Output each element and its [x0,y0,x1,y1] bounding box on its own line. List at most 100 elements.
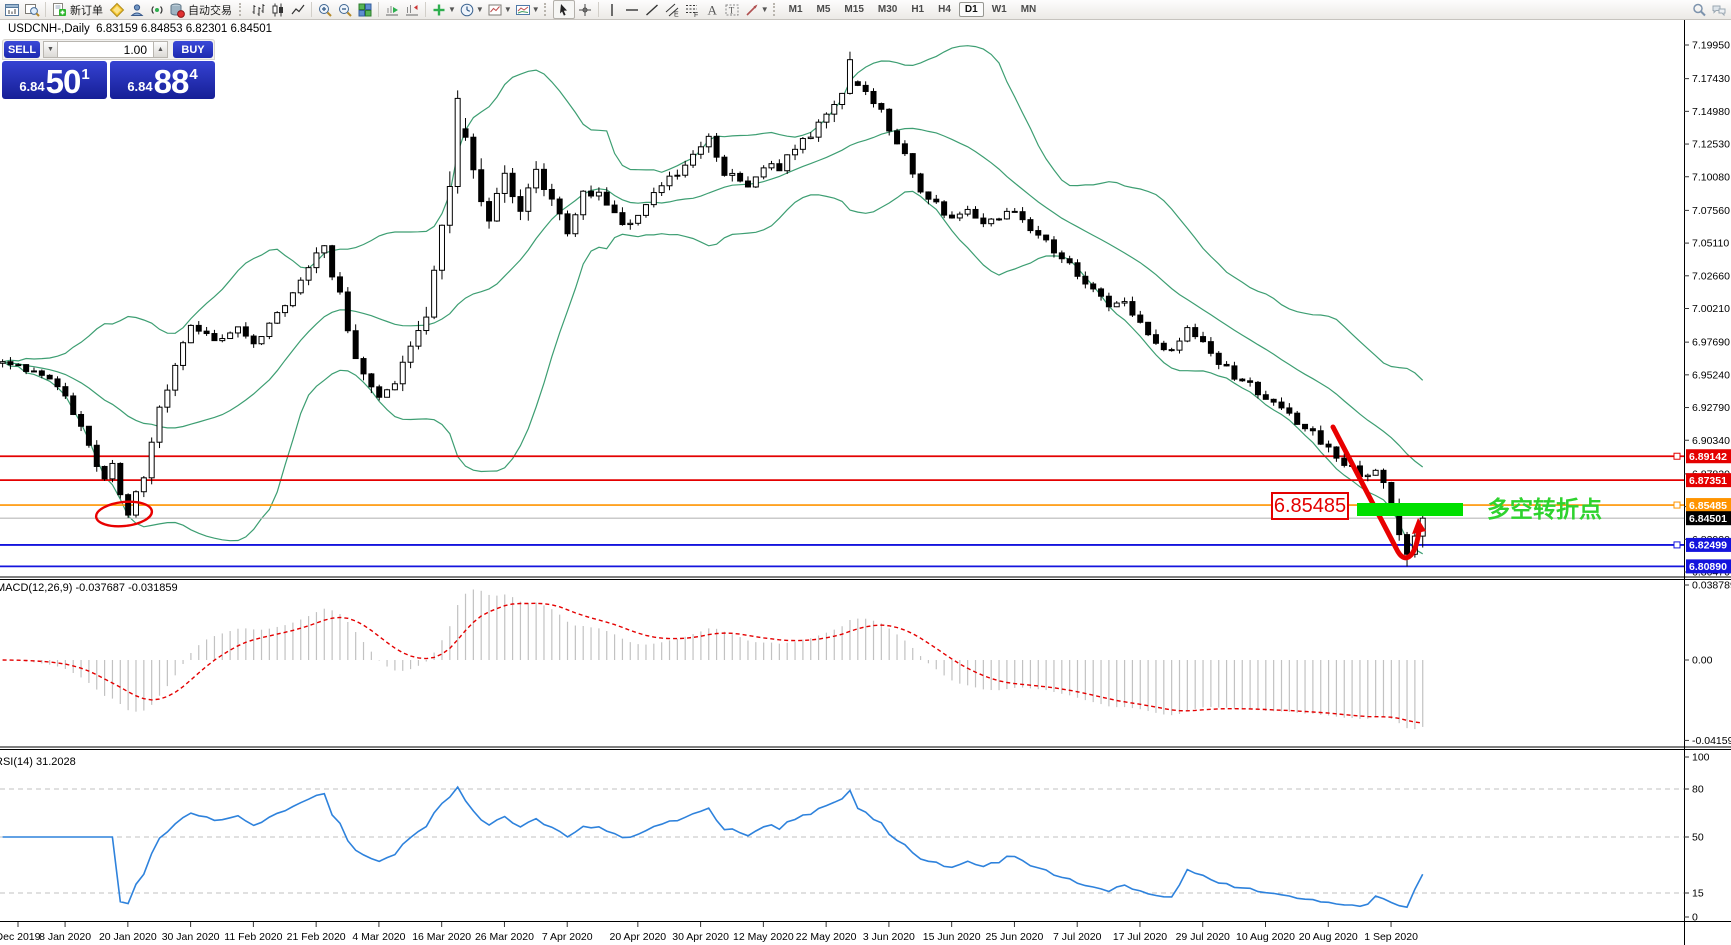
navigator-icon[interactable] [127,1,147,18]
dropdown-caret-icon[interactable]: ▼ [475,5,484,14]
date-axis-label: 4 Mar 2020 [352,931,405,943]
volume-input[interactable]: 1.00 [58,41,153,58]
date-axis-label: 7 Jul 2020 [1053,931,1102,943]
buy-price-sup: 4 [189,66,198,83]
indicators-add-icon[interactable] [429,1,449,18]
templates-icon[interactable] [485,1,505,18]
price-tick-label: 7.05110 [1692,238,1729,250]
svg-text:6.82499: 6.82499 [1689,540,1727,552]
vertical-line-icon[interactable] [602,1,622,18]
trendline-icon[interactable] [642,1,662,18]
text-label-icon[interactable]: T [722,1,742,18]
buy-price-small: 6.84 [127,79,153,94]
sell-button[interactable]: SELL [4,41,40,58]
sell-price-small: 6.84 [19,79,45,94]
chart-title: USDCNH-,Daily 6.83159 6.84853 6.82301 6.… [8,23,272,35]
profiles-icon[interactable] [22,1,42,18]
svg-text:T: T [728,5,734,15]
timeframe-button-h1[interactable]: H1 [911,4,925,15]
search-icon[interactable] [1689,1,1709,18]
chart-shift-icon[interactable] [402,1,422,18]
toolbar-grip [772,3,779,16]
volume-down-button[interactable]: ▼ [43,41,58,58]
main-price-pane [0,45,1684,568]
signals-icon[interactable] [147,1,167,18]
price-tick-label: 6.97690 [1692,337,1730,349]
macd-axis-label: 0.00 [1692,655,1713,667]
candlestick-chart-icon[interactable] [268,1,288,18]
bar-chart-icon[interactable] [248,1,268,18]
line-anchor-marker [1673,501,1681,509]
crosshair-icon[interactable] [575,1,595,18]
tile-windows-icon[interactable] [355,1,375,18]
price-badge: 6.89142 [1686,449,1731,464]
channel-icon[interactable]: E [662,1,682,18]
date-axis-label: 25 Jun 2020 [986,931,1044,943]
price-tick-label: 7.17430 [1692,73,1730,85]
rsi-axis-label: 100 [1692,752,1710,764]
timeframe-button-mn[interactable]: MN [1020,4,1037,15]
dropdown-caret-icon[interactable]: ▼ [448,5,456,14]
indicator-windows-icon[interactable] [513,1,533,18]
date-axis-label: 30 Jan 2020 [162,931,220,943]
date-axis-label: Dec 2019 [0,931,41,943]
svg-text:6.85485: 6.85485 [1689,500,1727,512]
rsi-axis-label: 0 [1692,912,1698,924]
toolbar-separator [311,2,312,17]
chart-window-icon[interactable] [2,1,22,18]
date-axis-label: 3 Jun 2020 [863,931,915,943]
sell-price-big: 50 [45,63,82,100]
date-axis-label: 26 Mar 2020 [475,931,534,943]
timeframe-button-h4[interactable]: H4 [938,4,951,15]
price-badge: 6.80890 [1686,559,1731,574]
buy-button[interactable]: BUY [173,41,213,58]
fibonacci-icon[interactable]: F [682,1,702,18]
price-tick-label: 7.12530 [1692,139,1730,151]
support-price-label: 6.85485 [1271,492,1349,520]
timeframe-button-w1[interactable]: W1 [991,4,1007,15]
price-tick-label: 7.02660 [1692,270,1730,282]
buy-price-display[interactable]: 6.84 88 4 [110,61,215,99]
timeframe-button-m5[interactable]: M5 [816,4,831,15]
shapes-icon[interactable] [742,1,762,18]
auto-scroll-icon[interactable] [382,1,402,18]
rsi-axis-label: 50 [1692,832,1704,844]
chat-icon[interactable] [1709,1,1729,18]
cursor-icon[interactable] [552,0,575,19]
zoom-out-icon[interactable] [335,1,355,18]
date-axis-label: 10 Aug 2020 [1236,931,1295,943]
svg-text:6.89142: 6.89142 [1689,451,1727,463]
price-tick-label: 7.10080 [1692,171,1730,183]
dropdown-caret-icon[interactable]: ▼ [503,5,512,14]
circle-annotation[interactable] [94,499,154,529]
trend-arrow-annotation[interactable] [1330,424,1422,561]
line-chart-icon[interactable] [288,1,308,18]
zoom-in-icon[interactable] [315,1,335,18]
timeframe-toolbar: M1 M5 M15 M30 H1 H4 D1 W1 MN [782,2,1044,17]
volume-up-button[interactable]: ▲ [153,41,168,58]
dropdown-caret-icon[interactable]: ▼ [760,5,769,14]
svg-text:6.80890: 6.80890 [1689,561,1727,573]
periods-clock-icon[interactable] [457,1,477,18]
autotrading-label[interactable]: 自动交易 [188,4,232,17]
toolbar-grip [543,3,550,16]
horizontal-line-icon[interactable] [622,1,642,18]
new-order-icon[interactable] [49,1,69,18]
price-tick-label: 7.07560 [1692,205,1730,217]
new-order-label[interactable]: 新订单 [70,4,103,17]
timeframe-button-m15[interactable]: M15 [844,4,864,15]
date-axis-label: 20 Aug 2020 [1299,931,1358,943]
arrow-head [1412,518,1426,534]
dropdown-caret-icon[interactable]: ▼ [531,5,540,14]
metaeditor-icon[interactable] [107,1,127,18]
price-axis[interactable]: 7.19950 7.17430 7.14980 7.12530 7.10080 7.075… [1684,40,1731,924]
sell-price-display[interactable]: 6.84 50 1 [2,61,107,99]
autotrading-icon[interactable] [167,1,187,18]
price-tick-label: 6.92790 [1692,402,1730,414]
timeframe-button-m30[interactable]: M30 [877,4,898,15]
text-icon[interactable]: A [702,1,722,18]
timeframe-button-d1[interactable]: D1 [958,2,984,17]
timeframe-button-m1[interactable]: M1 [788,4,803,15]
